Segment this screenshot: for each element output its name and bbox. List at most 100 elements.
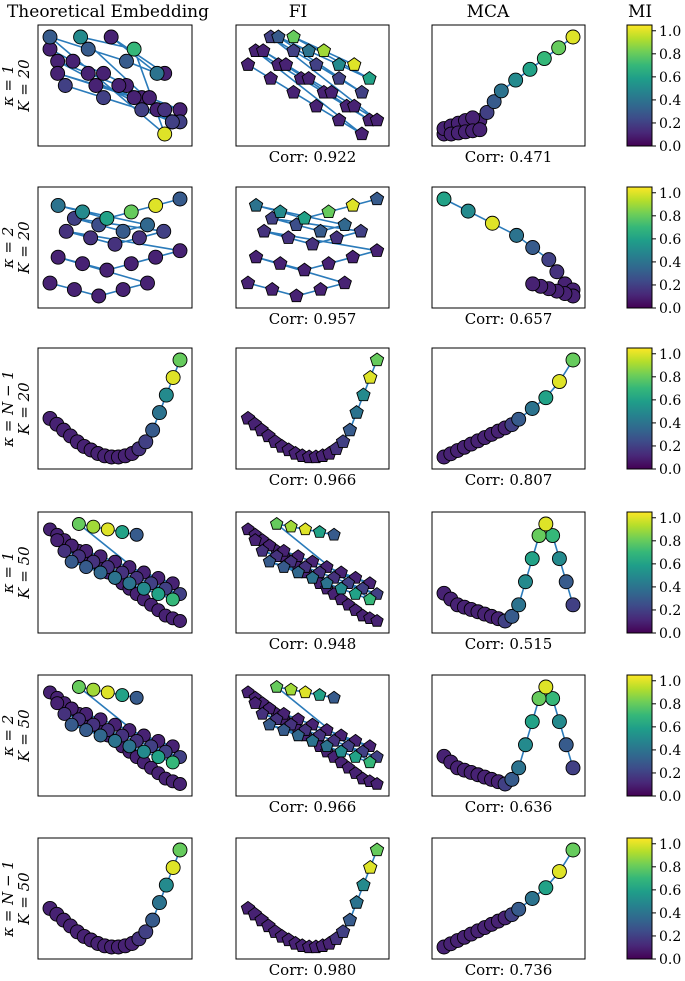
data-point xyxy=(86,519,101,534)
data-point xyxy=(301,71,316,85)
data-point xyxy=(460,203,476,219)
data-point xyxy=(312,688,327,701)
data-point xyxy=(353,223,369,238)
data-point xyxy=(66,282,82,297)
corr-label-mca: Corr: 0.657 xyxy=(465,310,553,328)
data-point xyxy=(436,191,452,207)
data-point xyxy=(148,198,164,213)
colorbar-tick-label: 0.2 xyxy=(659,929,681,945)
colorbar-tick-label: 0.6 xyxy=(659,883,681,899)
data-point xyxy=(565,842,581,858)
data-point xyxy=(313,223,328,238)
colorbar-tick-label: 0.6 xyxy=(659,70,681,86)
data-point xyxy=(140,275,155,291)
data-point xyxy=(42,275,58,291)
corr-label-fi: Corr: 0.966 xyxy=(269,471,357,489)
data-point xyxy=(321,204,336,219)
data-point xyxy=(50,533,65,548)
column-title-mca: MCA xyxy=(467,2,510,22)
data-point xyxy=(57,706,72,721)
data-point xyxy=(64,717,79,732)
colorbar-tick-label: 0.0 xyxy=(659,139,681,155)
data-point xyxy=(248,197,264,212)
panel-theoretical-row-4 xyxy=(37,511,193,634)
data-point xyxy=(172,243,188,259)
data-point xyxy=(363,369,378,384)
data-point xyxy=(96,90,111,106)
data-point xyxy=(286,29,301,44)
data-point xyxy=(129,690,144,705)
data-point xyxy=(345,197,360,212)
panel-fi-row-3 xyxy=(235,347,390,470)
data-point xyxy=(354,126,370,141)
colorbar-gradient xyxy=(626,674,653,797)
data-point xyxy=(129,527,144,542)
data-point xyxy=(536,51,552,67)
data-point xyxy=(123,204,139,220)
colorbar-gradient xyxy=(626,511,653,634)
data-point xyxy=(138,924,154,940)
data-point xyxy=(145,422,161,438)
data-point xyxy=(131,230,147,246)
colorbar-tick-label: 0.2 xyxy=(659,603,681,619)
corr-label-fi: Corr: 0.980 xyxy=(269,961,357,979)
data-point xyxy=(342,912,358,927)
colorbar-tick-label: 1.0 xyxy=(659,674,681,690)
colorbar-tick-label: 0.6 xyxy=(659,720,681,736)
data-point xyxy=(248,533,262,546)
data-point xyxy=(286,84,301,99)
data-point xyxy=(511,901,527,917)
row-label-k: K = 20 xyxy=(15,59,33,113)
data-point xyxy=(309,57,324,71)
data-point xyxy=(525,240,541,255)
data-point xyxy=(58,223,74,239)
data-point xyxy=(255,543,270,557)
data-point xyxy=(354,84,370,99)
colorbar-row-3: 0.0 0.2 0.4 0.6 0.8 1.0 xyxy=(626,347,681,478)
data-point xyxy=(331,71,347,85)
row-label-k: K = 50 xyxy=(15,709,33,763)
data-point xyxy=(551,374,567,390)
panel-fi-row-1 xyxy=(235,24,390,147)
data-point xyxy=(115,688,130,703)
data-point xyxy=(281,230,296,244)
colorbar-row-6: 0.0 0.2 0.4 0.6 0.8 1.0 xyxy=(626,837,681,968)
data-point xyxy=(525,276,541,292)
data-point xyxy=(538,880,554,896)
data-point xyxy=(126,90,142,106)
data-point xyxy=(335,434,351,448)
row-label-k: K = 20 xyxy=(15,382,33,436)
data-point xyxy=(524,401,540,416)
data-point xyxy=(115,282,131,297)
data-point xyxy=(298,685,313,699)
colorbar-tick-label: 0.8 xyxy=(659,209,681,225)
data-point xyxy=(145,912,161,928)
data-point xyxy=(141,90,157,106)
data-point xyxy=(334,581,348,595)
data-point xyxy=(172,191,188,207)
data-point xyxy=(369,191,385,206)
data-point xyxy=(511,411,527,427)
data-point xyxy=(369,243,385,257)
data-point xyxy=(538,390,554,406)
data-point xyxy=(335,924,351,938)
corr-label-fi: Corr: 0.957 xyxy=(269,310,357,328)
panel-mca-row-6 xyxy=(431,837,586,960)
panel-theoretical-row-2 xyxy=(37,186,193,309)
data-point xyxy=(165,755,180,770)
row-label-k: K = 50 xyxy=(15,546,33,600)
panel-fi-row-2 xyxy=(235,186,390,309)
corr-label-fi: Corr: 0.966 xyxy=(269,798,357,816)
data-point xyxy=(551,864,567,880)
panel-mca-row-3 xyxy=(431,347,586,470)
data-point xyxy=(522,61,538,77)
data-point xyxy=(80,41,96,57)
data-point xyxy=(80,65,96,81)
colorbar-gradient xyxy=(626,347,653,470)
data-point xyxy=(151,587,166,602)
data-point xyxy=(269,679,284,693)
data-point xyxy=(518,737,533,753)
data-point xyxy=(100,685,115,700)
row-label-kappa: κ = 2 xyxy=(0,715,17,757)
